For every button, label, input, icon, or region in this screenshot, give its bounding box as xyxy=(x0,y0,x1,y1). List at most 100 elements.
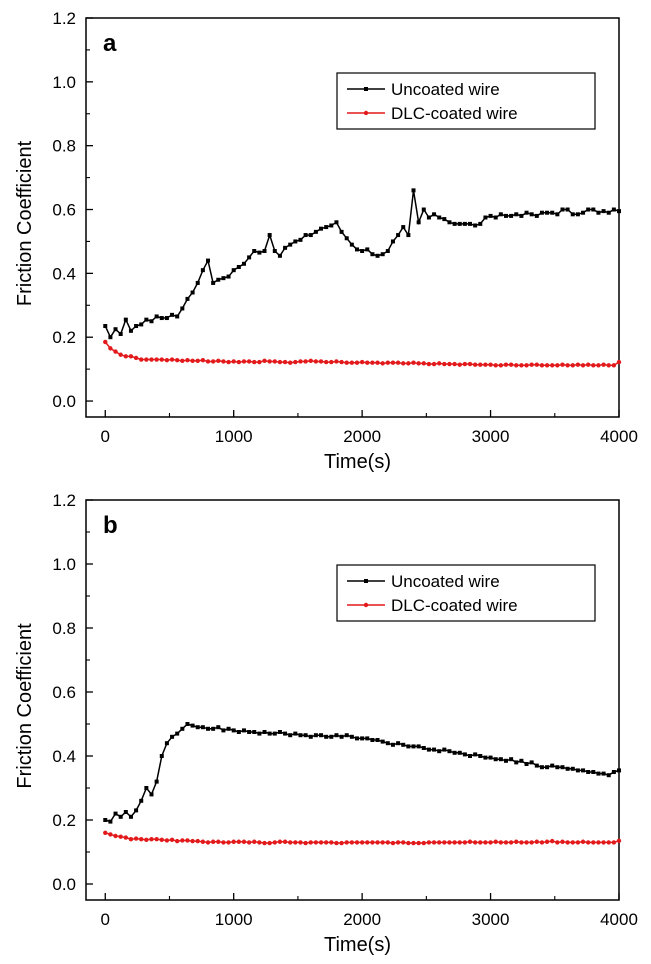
chart-b-series-1-point xyxy=(180,726,185,731)
chart-a-series-1-point xyxy=(329,223,334,228)
chart-b-series-2-point xyxy=(174,838,180,844)
chart-a-series-1-point xyxy=(514,212,519,217)
chart-a-series-2-point xyxy=(159,357,164,362)
chart-a-series-2-point xyxy=(154,357,159,362)
chart-a-series-2-point xyxy=(442,361,447,367)
chart-a-series-2-point xyxy=(200,357,206,363)
chart-a-series-2-point xyxy=(236,359,242,365)
chart-a-series-2-point xyxy=(534,362,540,367)
chart-a-series-1-point xyxy=(617,209,621,214)
chart-a-series-1-point xyxy=(128,328,133,333)
chart-b-series-2-point xyxy=(277,839,283,844)
chart-b-series-2-point xyxy=(349,840,355,845)
chart-a-series-2-point xyxy=(282,359,288,365)
chart-a-series-1-point xyxy=(524,210,529,215)
chart-a-series-2-point xyxy=(591,363,596,368)
chart-b-series-1-point xyxy=(365,736,370,741)
chart-a-series-1-point xyxy=(206,258,211,263)
chart-b-series-1-point xyxy=(247,730,252,734)
chart-b-ytick-label: 0.8 xyxy=(52,619,76,638)
chart-a-series-1-point xyxy=(396,233,401,238)
chart-a-series-1-point xyxy=(272,249,277,254)
chart-a-series-1-point xyxy=(416,220,421,225)
chart-b-x-axis-label: Time(s) xyxy=(324,934,391,956)
chart-b-series-2-point xyxy=(293,840,298,845)
chart-b-series-2-point xyxy=(585,840,591,845)
chart-b-series-2-point xyxy=(334,840,339,846)
chart-b-series-2-point xyxy=(395,840,401,845)
chart-b-series-2-point xyxy=(133,836,139,841)
chart-b-series-2-point xyxy=(262,840,267,846)
chart-b-series-1-point xyxy=(462,752,467,757)
chart-a-ytick-label: 1.2 xyxy=(52,9,76,28)
chart-a-series-1-point xyxy=(468,221,473,226)
chart-b-series-1-point xyxy=(236,730,241,734)
chart-a-series-1-point xyxy=(555,212,560,217)
chart-b-series-1-point xyxy=(195,725,200,730)
chart-a-series-1-point xyxy=(370,252,375,257)
chart-a-series-2-point xyxy=(606,363,611,368)
chart-a-series-1-point xyxy=(262,249,267,254)
chart-b-series-1-point xyxy=(272,731,277,736)
chart-a-series-2-point xyxy=(493,363,498,368)
chart-b-series-1-point xyxy=(488,755,493,760)
chart-a-series-2-point xyxy=(113,349,118,354)
chart-a-legend: Uncoated wire DLC-coated wire xyxy=(336,72,596,130)
chart-b-series-1-point xyxy=(231,728,236,733)
chart-b-series-2-point xyxy=(164,838,170,843)
chart-a-series-2-point xyxy=(149,357,154,362)
chart-a-panel-letter: a xyxy=(103,30,117,57)
chart-a-series-1-point xyxy=(277,253,282,258)
chart-b-series-2-point xyxy=(447,840,452,845)
chart-panel-b: 0.0 0.2 0.4 0.6 0.8 1.0 1.2 0 1000 2000 3000 4000 Ti… xyxy=(0,482,651,964)
chart-b-series-1-point xyxy=(509,757,514,762)
chart-a-series-1-point xyxy=(457,221,462,226)
chart-b-series-1-point xyxy=(452,750,457,755)
chart-a-series-1-point xyxy=(570,212,575,217)
chart-b-series-2-point xyxy=(580,839,586,844)
chart-b-legend: Uncoated wire DLC-coated wire xyxy=(336,564,596,622)
chart-a-series-2-point xyxy=(221,359,226,364)
chart-a-series-1-point xyxy=(211,280,216,285)
chart-a-series-2-point xyxy=(241,359,247,364)
chart-a-series-2-point xyxy=(421,361,426,366)
chart-a-series-2-point xyxy=(524,363,529,368)
chart-b-series-2-point xyxy=(385,840,391,845)
chart-a-series-1-point xyxy=(313,229,318,234)
chart-b-series-2-point xyxy=(570,840,575,845)
chart-b-legend-box xyxy=(336,564,596,622)
chart-b-series-1-point xyxy=(298,733,303,738)
chart-b-series-2-point xyxy=(529,840,534,845)
chart-a-series-2-point xyxy=(128,354,134,359)
chart-b-series-2-point xyxy=(426,840,432,845)
chart-b-series-2-point xyxy=(139,837,144,842)
chart-a-series-2-point xyxy=(257,359,262,365)
chart-b-series-2-point xyxy=(519,840,524,845)
chart-b-legend-swatch-marker xyxy=(363,602,369,608)
chart-b-series-2-point xyxy=(288,840,293,845)
chart-a-series-2-point xyxy=(447,361,452,367)
chart-a-series-2-point xyxy=(288,360,293,365)
chart-b-series-2-point xyxy=(180,838,185,843)
chart-b-series-1-point xyxy=(175,731,180,736)
chart-b-series-1-point xyxy=(550,763,555,768)
chart-b-series-2-point xyxy=(401,840,406,845)
chart-b-series-1-point xyxy=(437,749,442,754)
chart-b-series-2-point xyxy=(272,840,277,845)
chart-b-series-1-point xyxy=(149,792,154,797)
chart-b-series-2-point xyxy=(421,840,426,846)
chart-a-series-2-point xyxy=(544,363,550,368)
chart-b-series-2-point xyxy=(210,839,216,844)
chart-b-series-1-point xyxy=(339,734,344,739)
chart-b-series-2-point xyxy=(416,840,421,846)
chart-a-series-2-point xyxy=(133,355,139,361)
chart-b-series-1-point xyxy=(344,733,349,738)
chart-a-series-2-point xyxy=(180,358,185,364)
chart-a-xtick-label: 1000 xyxy=(215,427,253,446)
chart-a-series-2-point xyxy=(262,358,267,364)
chart-a-series-2-point xyxy=(452,361,457,367)
chart-a-series-2-point xyxy=(344,360,349,365)
chart-a-ytick-label: 0.8 xyxy=(52,137,76,156)
chart-b-series-2-point xyxy=(308,840,313,845)
chart-b-series-1-point xyxy=(360,736,365,741)
